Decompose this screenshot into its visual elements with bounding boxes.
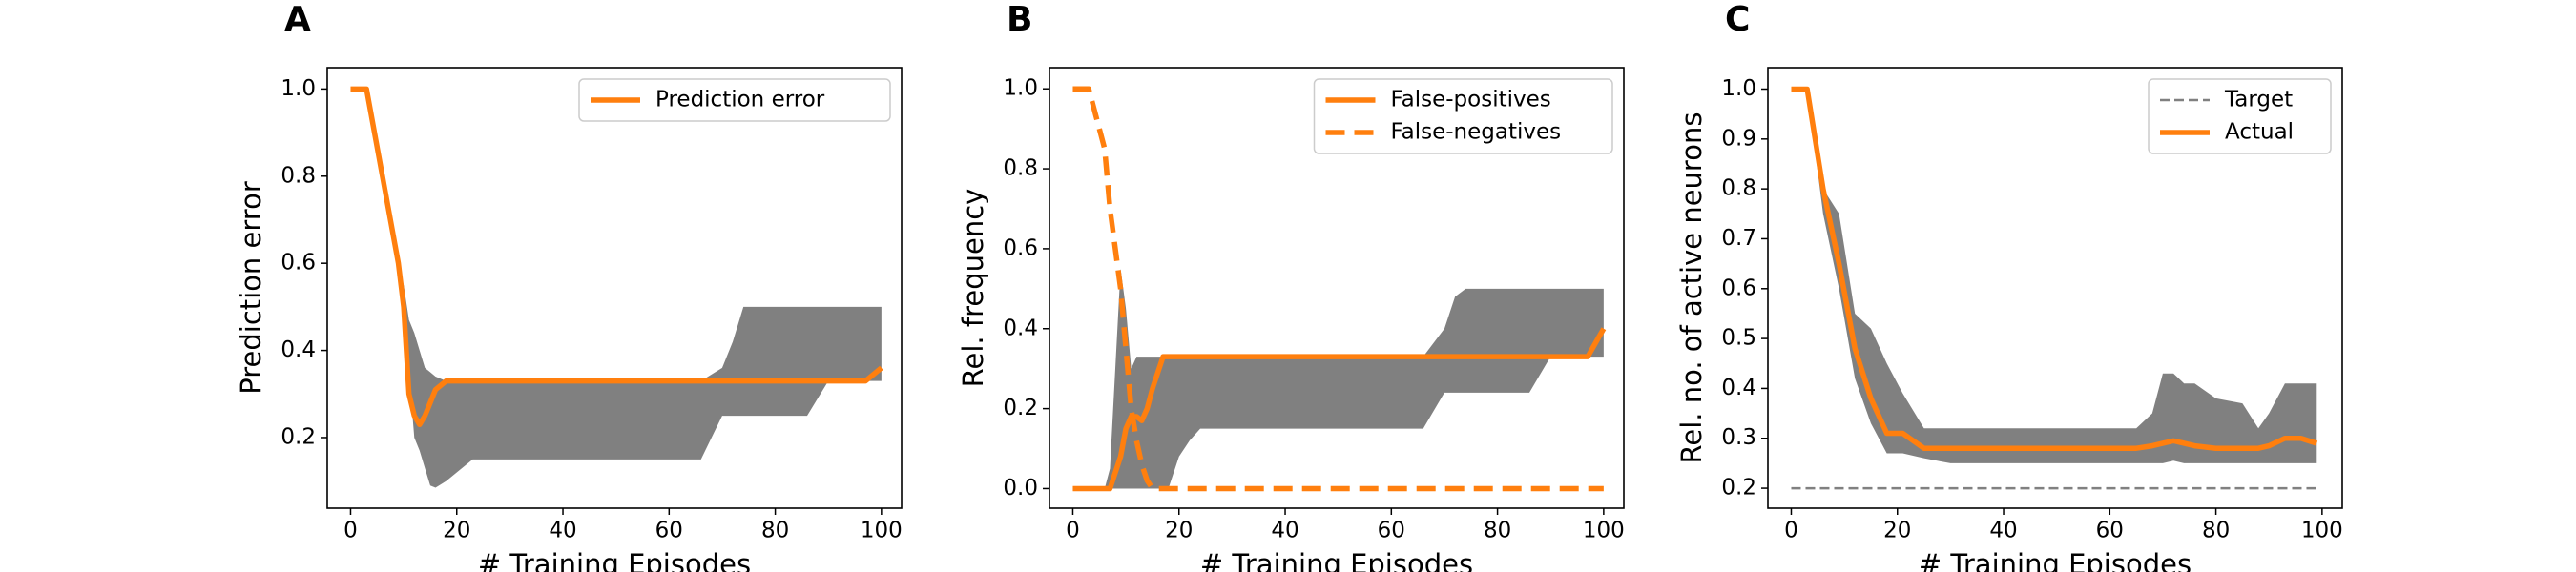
x-tick-label: 20 <box>1165 519 1193 543</box>
x-tick-label: 80 <box>1484 519 1511 543</box>
x-tick-label: 80 <box>761 519 789 543</box>
y-tick-label: 0.8 <box>1003 156 1038 181</box>
spread-band <box>1072 268 1604 489</box>
x-tick-label: 0 <box>343 519 358 543</box>
y-axis-label: Rel. no. of active neurons <box>1675 112 1708 464</box>
data-line <box>1072 327 1607 492</box>
panel-label: C <box>1725 0 1750 39</box>
y-tick-label: 0.6 <box>280 251 316 276</box>
y-tick-label: 0.8 <box>280 163 316 188</box>
x-tick-label: 0 <box>1066 519 1080 543</box>
plot-frame <box>1049 67 1625 509</box>
y-tick-label: 1.0 <box>1721 76 1756 101</box>
y-tick-label: 0.6 <box>1003 235 1038 260</box>
plot-frame <box>326 67 903 509</box>
legend-label: False-positives <box>1391 88 1551 112</box>
y-tick-label: 0.7 <box>1721 226 1756 251</box>
y-tick-label: 1.0 <box>280 76 316 101</box>
y-tick-label: 0.4 <box>1721 376 1756 400</box>
y-tick-label: 0.0 <box>1003 476 1038 500</box>
panel-label: A <box>284 0 311 39</box>
data-line <box>1072 86 1604 492</box>
legend-box <box>578 78 891 122</box>
x-tick-label: 80 <box>2202 519 2230 543</box>
spread-band <box>350 89 882 488</box>
spread-band <box>1791 89 2317 463</box>
data-line <box>1791 86 2318 451</box>
x-tick-label: 60 <box>655 519 683 543</box>
x-tick-label: 100 <box>2301 519 2343 543</box>
y-axis-label: Prediction error <box>235 181 267 395</box>
y-tick-label: 0.8 <box>1721 176 1756 201</box>
x-axis-label: # Training Episodes <box>1200 548 1473 572</box>
legend-label: Target <box>2224 88 2293 112</box>
y-tick-label: 0.4 <box>1003 316 1038 340</box>
y-tick-label: 0.2 <box>280 424 316 449</box>
data-line <box>350 86 883 428</box>
x-tick-label: 60 <box>1378 519 1405 543</box>
x-tick-label: 40 <box>1989 519 2017 543</box>
x-axis-label: # Training Episodes <box>478 548 751 572</box>
y-tick-label: 0.2 <box>1003 396 1038 420</box>
x-tick-label: 100 <box>1583 519 1625 543</box>
y-tick-label: 0.4 <box>280 337 316 362</box>
y-axis-label: Rel. frequency <box>957 189 989 388</box>
x-tick-label: 40 <box>1271 519 1298 543</box>
y-tick-label: 1.0 <box>1003 76 1038 101</box>
x-tick-label: 60 <box>2096 519 2124 543</box>
x-tick-label: 40 <box>549 519 576 543</box>
y-tick-label: 0.3 <box>1721 425 1756 450</box>
panel-label: B <box>1007 0 1032 39</box>
y-tick-label: 0.2 <box>1721 476 1756 500</box>
x-tick-label: 20 <box>1883 519 1911 543</box>
x-axis-label: # Training Episodes <box>1919 548 2192 572</box>
legend-label: Actual <box>2225 120 2294 145</box>
x-tick-label: 100 <box>861 519 903 543</box>
x-tick-label: 0 <box>1784 519 1798 543</box>
legend-label: False-negatives <box>1391 120 1562 145</box>
legend-label: Prediction error <box>655 88 825 112</box>
y-tick-label: 0.6 <box>1721 276 1756 300</box>
y-tick-label: 0.5 <box>1721 326 1756 351</box>
legend-box <box>1313 78 1613 154</box>
y-tick-label: 0.9 <box>1721 126 1756 151</box>
x-tick-label: 20 <box>443 519 470 543</box>
plot-frame <box>1767 67 2343 509</box>
